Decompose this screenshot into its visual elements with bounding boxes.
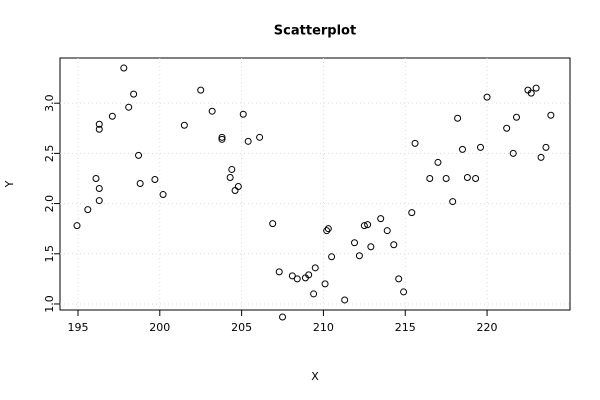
point <box>367 243 375 251</box>
point <box>483 93 491 101</box>
point <box>279 313 287 321</box>
point <box>92 174 100 182</box>
point <box>411 139 419 147</box>
y-axis-label: Y <box>3 180 16 188</box>
point <box>310 290 318 298</box>
point <box>355 252 363 260</box>
x-tick-label: 210 <box>313 321 334 334</box>
point <box>426 174 434 182</box>
point <box>390 241 398 249</box>
point <box>231 187 239 195</box>
x-tick-label: 195 <box>67 321 88 334</box>
point <box>324 225 332 233</box>
point <box>218 133 226 141</box>
point <box>442 174 450 182</box>
point <box>537 153 545 161</box>
point <box>120 64 128 72</box>
point <box>256 133 264 141</box>
point <box>95 125 103 133</box>
point <box>454 114 462 122</box>
point <box>130 90 138 98</box>
point <box>434 158 442 166</box>
point <box>228 165 236 173</box>
point <box>293 275 301 283</box>
point <box>463 173 471 181</box>
y-tick-label: 1.0 <box>43 295 56 313</box>
x-tick-label: 215 <box>395 321 416 334</box>
point <box>244 137 252 145</box>
point <box>509 149 517 157</box>
x-axis-label: X <box>311 370 319 383</box>
point <box>341 296 349 304</box>
point <box>197 86 205 94</box>
point <box>351 239 359 247</box>
point <box>547 111 555 119</box>
point <box>512 113 520 121</box>
point <box>408 209 416 217</box>
point <box>108 112 116 120</box>
point <box>239 110 247 118</box>
point <box>180 121 188 129</box>
chart-title: Scatterplot <box>274 24 356 39</box>
point <box>136 179 144 187</box>
point <box>449 198 457 206</box>
y-tick-label: 2.5 <box>43 145 56 163</box>
point <box>84 206 92 214</box>
point <box>275 268 283 276</box>
point <box>159 191 167 199</box>
point <box>400 288 408 296</box>
point <box>503 124 511 132</box>
point <box>364 221 372 229</box>
point <box>135 151 143 159</box>
point <box>395 275 403 283</box>
point <box>477 143 485 151</box>
point <box>95 120 103 128</box>
point <box>323 227 331 235</box>
point <box>377 215 385 223</box>
point <box>542 143 550 151</box>
y-tick-label: 1.5 <box>43 245 56 263</box>
point <box>383 227 391 235</box>
point <box>151 175 159 183</box>
point <box>125 103 133 111</box>
point <box>269 220 277 228</box>
point <box>95 185 103 193</box>
y-tick-label: 3.0 <box>43 94 56 112</box>
point <box>234 183 242 191</box>
point <box>311 264 319 272</box>
x-tick-label: 200 <box>149 321 170 334</box>
point <box>527 89 535 97</box>
point <box>226 173 234 181</box>
point <box>95 197 103 205</box>
x-tick-label: 220 <box>477 321 498 334</box>
point <box>73 222 81 230</box>
y-tick-label: 2.0 <box>43 195 56 213</box>
point <box>360 222 368 230</box>
plot-frame <box>59 57 571 311</box>
point <box>218 135 226 143</box>
point <box>532 84 540 92</box>
x-tick-label: 205 <box>231 321 252 334</box>
point <box>305 271 313 279</box>
point <box>208 107 216 115</box>
point <box>328 253 336 261</box>
point <box>321 280 329 288</box>
point <box>288 272 296 280</box>
point <box>472 174 480 182</box>
point <box>459 145 467 153</box>
